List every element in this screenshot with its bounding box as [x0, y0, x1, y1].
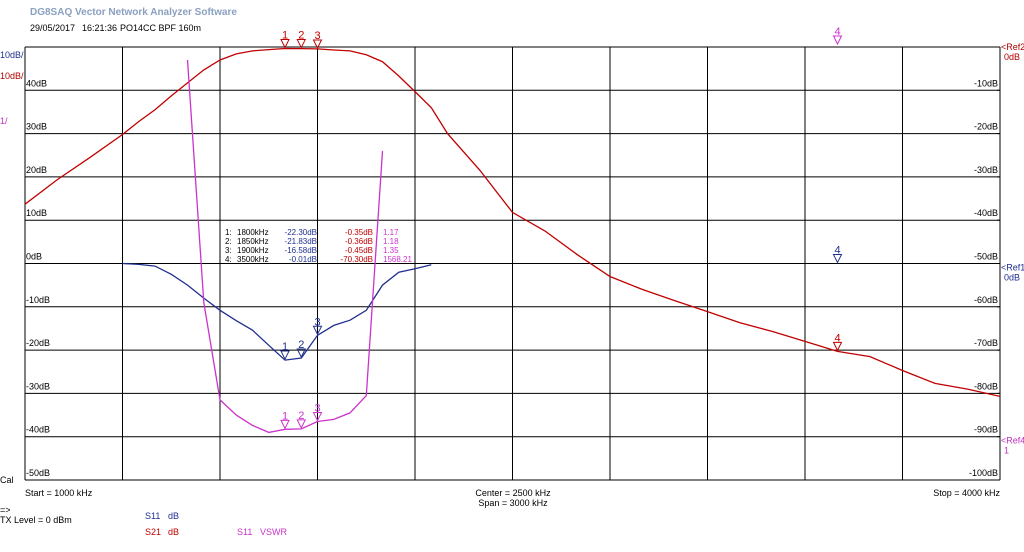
marker: [296, 39, 307, 49]
legend-name: S11: [145, 511, 160, 521]
ref-name: <Ref4: [1001, 436, 1024, 446]
marker-table-cell: 1.35: [383, 246, 399, 255]
marker: [296, 419, 307, 430]
y2-tick-label: -70dB: [974, 338, 998, 348]
y-tick-label: 0dB: [26, 252, 42, 262]
measurement-name: PO14CC BPF 160m: [120, 23, 201, 33]
footer-arrow: =>: [0, 505, 11, 515]
marker: [280, 350, 290, 361]
stop-label: Stop = 4000 kHz: [933, 488, 1000, 498]
marker-table-cell: -0.01dB: [289, 255, 317, 264]
legend-name: S21: [145, 527, 161, 537]
y-tick-label: 20dB: [26, 165, 47, 175]
marker: [312, 412, 323, 422]
scale-label: 1/: [0, 116, 8, 126]
marker-table-cell: 3:: [225, 246, 232, 255]
marker-label: 2: [298, 410, 304, 422]
ref-name: <Ref1: [1001, 263, 1024, 273]
ref-value: 1: [1004, 446, 1009, 456]
trace: [25, 47, 1000, 398]
ref-value: 0dB: [1004, 273, 1020, 283]
cal-label: Cal: [0, 475, 14, 485]
marker-table-cell: 1800kHz: [237, 228, 269, 237]
marker: [280, 39, 290, 49]
scale-label: 10dB/: [0, 50, 24, 60]
marker-table-cell: -0.36dB: [345, 237, 373, 246]
tx-level: TX Level = 0 dBm: [0, 515, 72, 525]
y-tick-label: -50dB: [26, 468, 50, 478]
marker: [312, 39, 323, 50]
marker: [832, 35, 843, 46]
marker: [280, 419, 290, 430]
y-tick-label: -40dB: [26, 425, 50, 435]
marker-table-cell: -70.30dB: [341, 255, 373, 264]
marker-table-cell: 1850kHz: [237, 237, 269, 246]
marker-label: 3: [314, 403, 320, 415]
y2-tick-label: -50dB: [974, 252, 998, 262]
y2-tick-label: -90dB: [974, 425, 998, 435]
y2-tick-label: -40dB: [974, 208, 998, 218]
time: 16:21:36: [82, 23, 117, 33]
y-tick-label: 10dB: [26, 208, 47, 218]
marker-label: 2: [298, 30, 304, 42]
marker-table-cell: 4:: [225, 255, 232, 264]
marker-label: 1: [282, 341, 288, 353]
marker-label: 2: [298, 339, 304, 351]
marker-label: 4: [834, 245, 840, 257]
marker-table-cell: -0.45dB: [345, 246, 373, 255]
marker-label: 1: [282, 410, 288, 422]
legend-unit: dB: [168, 511, 179, 521]
marker-table-cell: -0.35dB: [345, 228, 373, 237]
ref-value: 0dB: [1004, 52, 1020, 62]
y2-tick-label: -30dB: [974, 165, 998, 175]
y2-tick-label: -80dB: [974, 381, 998, 391]
y-tick-label: -20dB: [26, 338, 50, 348]
marker-table-cell: 1900kHz: [237, 246, 269, 255]
marker-table-cell: -21.83dB: [285, 237, 317, 246]
marker: [832, 341, 843, 352]
y-tick-label: 30dB: [26, 122, 47, 132]
legend-unit: VSWR: [260, 527, 288, 537]
marker-label: 3: [314, 30, 320, 42]
marker: [296, 348, 307, 359]
legend-name: S11: [237, 527, 252, 537]
span-label: Span = 3000 kHz: [478, 498, 548, 508]
y2-tick-label: -10dB: [974, 78, 998, 88]
y-tick-label: -30dB: [26, 381, 50, 391]
marker-table-cell: 2:: [225, 237, 232, 246]
marker-label: 4: [834, 26, 840, 38]
marker-label: 3: [314, 316, 320, 328]
legend-unit: dB: [168, 527, 179, 537]
marker: [832, 254, 843, 264]
marker: [312, 325, 323, 336]
marker-table-cell: 3500kHz: [237, 255, 269, 264]
date: 29/05/2017: [30, 23, 75, 33]
marker-table-cell: 1.17: [383, 228, 399, 237]
marker-table-cell: 1:: [225, 228, 232, 237]
marker-table-cell: 1.18: [383, 237, 399, 246]
y2-tick-label: -100dB: [969, 468, 998, 478]
y-tick-label: 40dB: [26, 78, 47, 88]
start-label: Start = 1000 kHz: [25, 488, 93, 498]
marker-table-cell: -22.30dB: [285, 228, 317, 237]
marker-table-cell: -16.58dB: [285, 246, 317, 255]
y2-tick-label: -60dB: [974, 295, 998, 305]
traces: [25, 0, 1000, 432]
y-tick-label: -10dB: [26, 295, 50, 305]
ref-name: <Ref2: [1001, 42, 1024, 52]
marker-label: 1: [282, 30, 288, 42]
scale-label: 10dB/: [0, 71, 24, 81]
marker-table-cell: 1568.21: [383, 255, 412, 264]
y2-tick-label: -20dB: [974, 122, 998, 132]
center-label: Center = 2500 kHz: [475, 488, 551, 498]
marker-label: 4: [834, 332, 840, 344]
window-title: DG8SAQ Vector Network Analyzer Software: [30, 7, 237, 18]
